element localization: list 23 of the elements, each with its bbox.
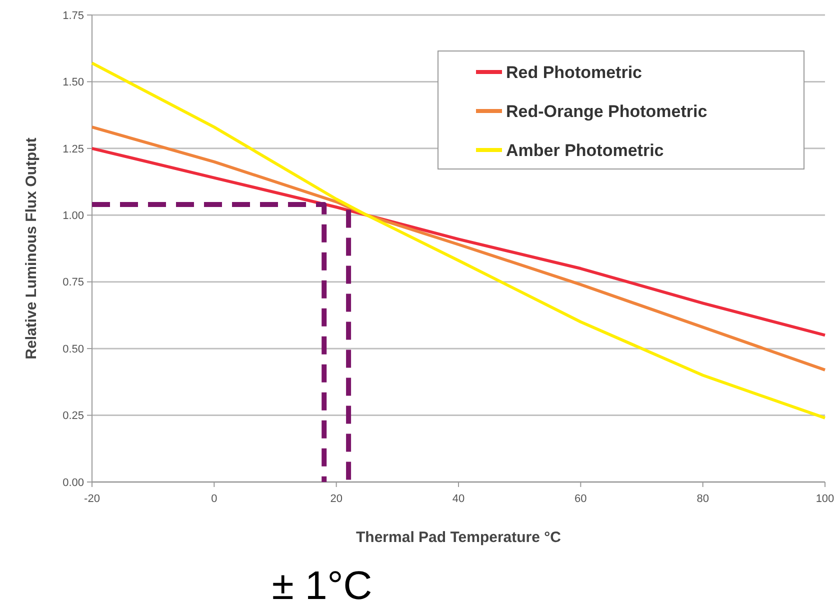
y-tick-label: 1.50 [62, 76, 84, 89]
legend-label: Amber Photometric [506, 140, 664, 160]
text: ± 1°C [272, 564, 372, 608]
y-tick-label: 1.25 [62, 143, 84, 156]
y-tick-label: 1.75 [62, 10, 84, 22]
x-tick-label: 60 [574, 493, 587, 505]
legend-label: Red-Orange Photometric [506, 102, 708, 121]
y-axis-title: Relative Luminous Flux Output [23, 138, 40, 360]
x-tick-label: 80 [696, 493, 709, 505]
x-tick-label: 0 [211, 493, 218, 505]
y-tick-label: 0.25 [62, 410, 84, 422]
line-series [90, 62, 826, 420]
line-series [90, 126, 826, 372]
x-axis-title: Thermal Pad Temperature °C [356, 529, 562, 546]
y-tick-label: 0.75 [62, 276, 84, 289]
x-tick-label: 20 [330, 493, 342, 505]
x-tick-label: 40 [452, 493, 465, 505]
legend-label: Red Photometric [506, 62, 642, 82]
x-tick-label: -20 [84, 493, 100, 505]
y-tick-label: 1.00 [62, 210, 84, 222]
y-tick-label: 0.50 [62, 343, 84, 356]
x-tick-label: 100 [816, 493, 834, 505]
y-tick-label: 0.00 [62, 476, 84, 489]
